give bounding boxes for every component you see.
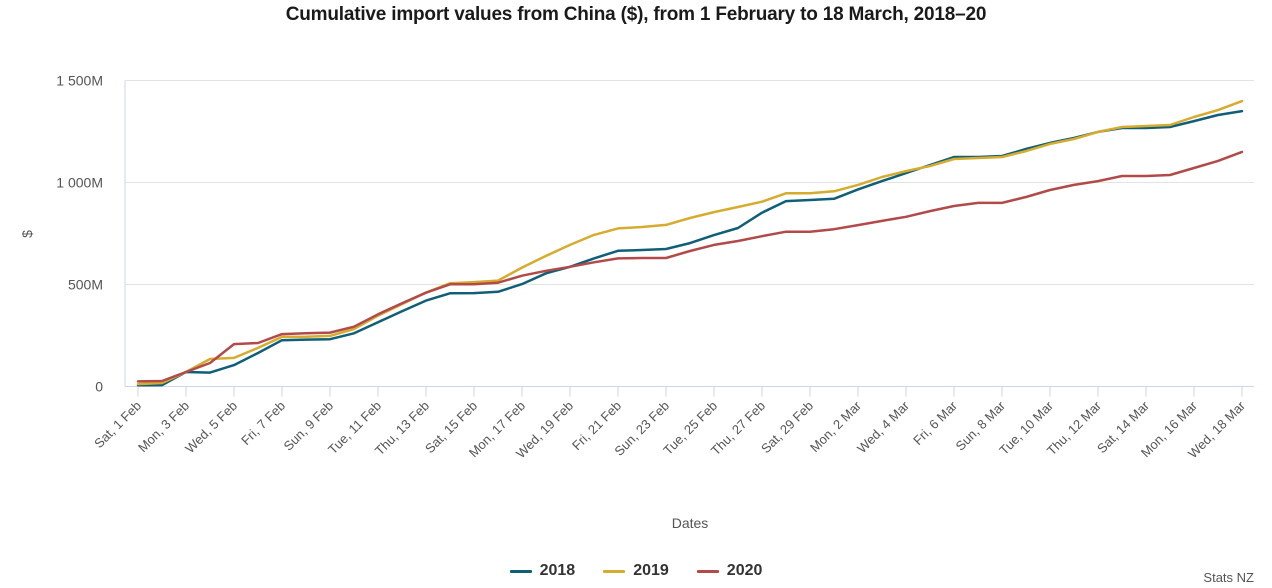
legend-item-2018[interactable]: 2018 <box>509 562 576 580</box>
x-tick-label: Fri, 7 Feb <box>238 398 288 448</box>
y-tick-label: 500M <box>68 277 103 293</box>
x-axis-title: Dates <box>672 515 709 531</box>
y-axis-title: $ <box>19 230 35 238</box>
chart-title: Cumulative import values from China ($),… <box>285 4 987 25</box>
x-tick-label: Fri, 6 Mar <box>910 398 960 448</box>
y-tick-label: 1 000M <box>56 175 103 191</box>
credit-label: Stats NZ <box>1203 570 1254 585</box>
legend: 2018 2019 2020 <box>0 562 1272 580</box>
series-lines <box>136 99 1244 387</box>
gridlines <box>125 80 1254 285</box>
legend-label: 2020 <box>726 562 763 579</box>
legend-swatch-icon <box>509 569 532 573</box>
series-line-2018[interactable] <box>136 109 1244 387</box>
x-tick-label: Wed, 4 Mar <box>854 398 912 456</box>
x-tick-label: Sat, 29 Feb <box>758 398 816 456</box>
legend-item-2019[interactable]: 2019 <box>603 562 669 580</box>
y-tick-label: 0 <box>95 379 103 395</box>
series-line-2020[interactable] <box>136 150 1244 383</box>
x-tick-label: Wed, 5 Feb <box>182 398 240 456</box>
legend-swatch-icon <box>696 569 719 573</box>
legend-item-2020[interactable]: 2020 <box>696 562 763 580</box>
legend-swatch-icon <box>603 569 626 573</box>
legend-label: 2019 <box>633 562 669 579</box>
y-tick-label: 1 500M <box>56 73 103 89</box>
legend-label: 2018 <box>539 562 576 579</box>
series-line-2019[interactable] <box>136 99 1244 386</box>
